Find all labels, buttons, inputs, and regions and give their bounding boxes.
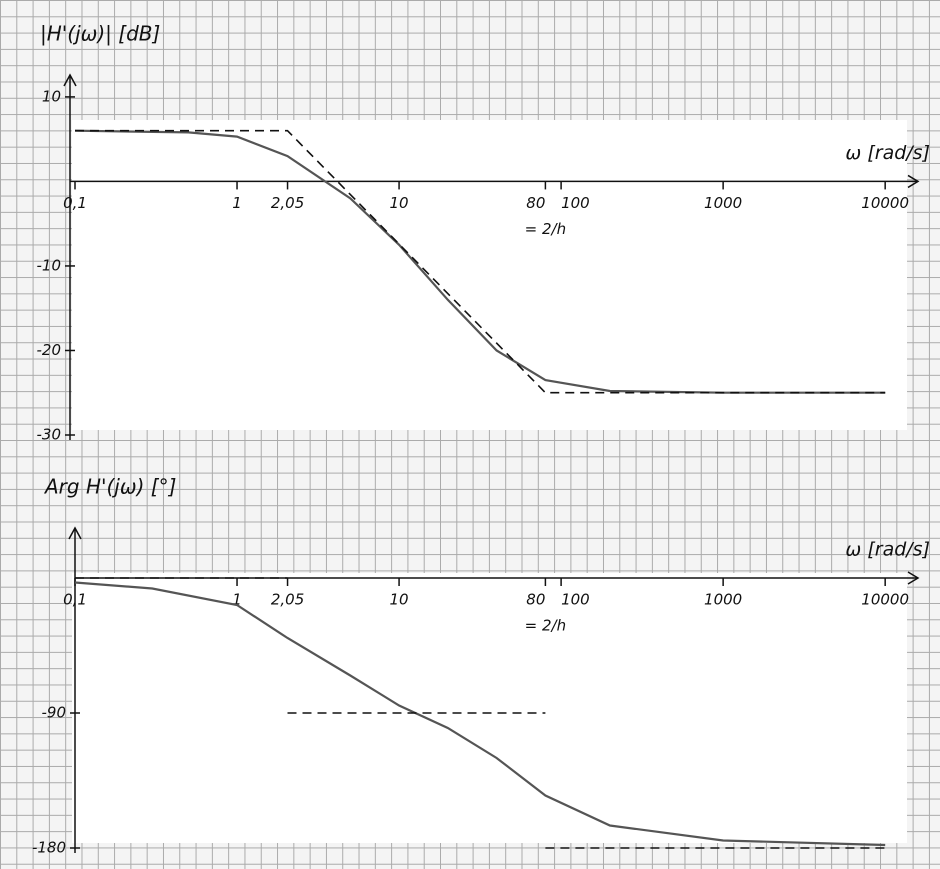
- y-axis-title: Arg H'(jω) [°]: [43, 475, 176, 499]
- y-tick-label: -20: [37, 341, 62, 359]
- y-axis-title: |H'(jω)| [dB]: [40, 22, 160, 46]
- x-tick-label: 10000: [861, 591, 909, 609]
- plot-area: [72, 120, 907, 430]
- plot-area: [72, 573, 907, 843]
- x-tick-label: 10: [390, 194, 409, 212]
- x-tick-label: 0,1: [63, 591, 87, 609]
- x-axis-title: ω [rad/s]: [845, 142, 930, 164]
- x-tick-label: 1: [232, 591, 242, 609]
- y-tick-label: -180: [32, 839, 66, 857]
- y-tick-label: 10: [42, 87, 61, 105]
- x-tick-label: 100: [561, 591, 590, 609]
- x-axis-arrow: [907, 571, 920, 585]
- y-tick-label: -10: [37, 256, 62, 274]
- y-axis-arrow: [63, 73, 77, 87]
- curve: [74, 581, 886, 847]
- x-tick-label: 2,05: [271, 591, 304, 609]
- x-axis-title: ω [rad/s]: [845, 539, 930, 561]
- y-tick-label: -30: [37, 426, 62, 444]
- x-tick-label: 80: [526, 194, 545, 212]
- x-tick-label: 100: [561, 194, 590, 212]
- y-tick-label: -90: [42, 704, 67, 722]
- x-tick-label: 10000: [861, 194, 909, 212]
- y-axis-arrow: [68, 526, 82, 540]
- x-tick-label: 80: [526, 591, 545, 609]
- asymptote: [75, 129, 886, 394]
- curve: [74, 129, 886, 394]
- x-axis-arrow: [907, 174, 920, 189]
- x-tick-label: 10: [390, 591, 409, 609]
- x-tick-label: 2,05: [271, 194, 304, 212]
- annotation: = 2/h: [525, 617, 566, 635]
- annotation: = 2/h: [525, 220, 566, 238]
- x-tick-label: 0,1: [63, 194, 87, 212]
- x-tick-label: 1000: [704, 591, 742, 609]
- x-tick-label: 1000: [704, 194, 742, 212]
- x-tick-label: 1: [232, 194, 242, 212]
